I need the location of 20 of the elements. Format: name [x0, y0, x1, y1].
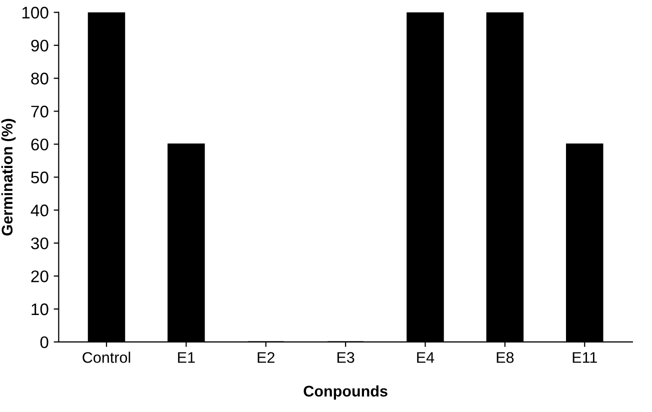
- x-tick-label: E3: [337, 352, 354, 363]
- y-tick-label: 90: [31, 40, 48, 52]
- y-tick-label: 60: [31, 138, 48, 150]
- x-tick-label: E1: [178, 352, 195, 363]
- y-tick-label: 0: [40, 336, 48, 348]
- y-tick-label: 50: [31, 172, 48, 184]
- y-tick-label: 70: [31, 106, 48, 118]
- x-tick-label: E8: [496, 352, 514, 363]
- y-tick-label: 20: [31, 270, 48, 282]
- y-tick-label: 80: [31, 72, 48, 84]
- x-tick-label: E11: [572, 352, 597, 363]
- x-tick-label: Control: [82, 352, 130, 363]
- x-axis-title: Conpounds: [304, 385, 388, 400]
- y-axis-title: Germination (%): [1, 118, 16, 236]
- y-tick-label: 100: [22, 6, 48, 19]
- y-tick-label: 30: [31, 237, 48, 250]
- x-tick-label: E2: [258, 352, 274, 363]
- y-tick-label: 40: [30, 204, 48, 216]
- y-tick-label: 10: [32, 303, 48, 316]
- x-tick-label: E4: [417, 352, 434, 363]
